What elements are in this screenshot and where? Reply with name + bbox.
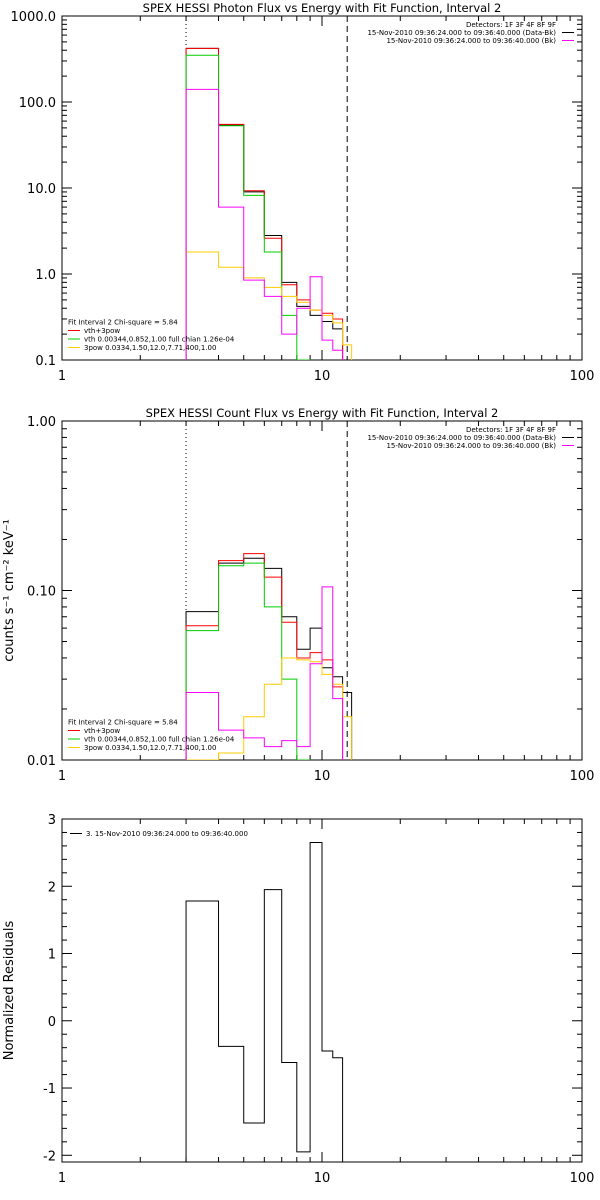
y-tick-label: 0.1 xyxy=(35,354,56,369)
legend-top-entry: 15-Nov-2010 09:36:24.000 to 09:36:40.000… xyxy=(386,442,556,450)
y-tick-label: -2 xyxy=(43,1149,56,1164)
series-2-line xyxy=(185,553,344,760)
series-2-line xyxy=(185,47,344,360)
y-tick-label: 100.0 xyxy=(19,96,56,111)
series-1-line xyxy=(185,842,344,1162)
data-layer xyxy=(185,553,353,760)
chart-title: SPEX HESSI Count Flux vs Energy with Fit… xyxy=(146,406,499,420)
y-tick-label: -1 xyxy=(43,1082,56,1097)
series-3-line xyxy=(185,54,311,360)
y-tick-label: 1.0 xyxy=(35,268,56,283)
chart-panel-3: 1 10 100 -2 -1 0 1 2 3 Normalized Residuals 3. 15-… xyxy=(2,813,594,1186)
x-tick-label: 10 xyxy=(314,1171,331,1186)
y-tick-label: 1.00 xyxy=(27,415,56,430)
x-tick-label: 100 xyxy=(570,769,595,784)
x-tick-label: 1 xyxy=(58,769,66,784)
data-layer xyxy=(185,47,353,360)
legend-bottom-entry: vth 0.00344,0.852,1.00 full chian 1.26e-… xyxy=(84,736,235,744)
legend-top-entry: 15-Nov-2010 09:36:24.000 to 09:36:40.000… xyxy=(386,37,556,45)
legend-bottom-entry: 3pow 0.0334,1.50,12.0,7.71,400,1.00 xyxy=(84,744,216,752)
y-tick-label: 0.01 xyxy=(27,754,56,769)
series-4-line xyxy=(185,657,353,760)
series-4-line xyxy=(185,251,353,360)
legend-bottom-entry: Fit Interval 2 Chi-square = 5.84 xyxy=(68,719,178,727)
x-tick-label: 1 xyxy=(58,369,66,384)
y-tick-label: 0.10 xyxy=(27,585,56,600)
series-1-line xyxy=(185,47,344,360)
legend-top-entry: Detectors: 1F 3F 4F 8F 9F xyxy=(466,426,556,434)
legend-top-entry: 15-Nov-2010 09:36:24.000 to 09:36:40.000… xyxy=(367,29,556,37)
legend-bottom-entry: Fit Interval 2 Chi-square = 5.84 xyxy=(68,319,178,327)
x-tick-label: 100 xyxy=(570,1171,595,1186)
x-tick-label: 10 xyxy=(314,769,331,784)
legend-top-entry: Detectors: 1F 3F 4F 8F 9F xyxy=(466,21,556,29)
series-5-line xyxy=(185,88,344,360)
y-tick-label: 0 xyxy=(48,1015,56,1030)
legend-bottom-entry: vth+3pow xyxy=(84,327,120,335)
y-tick-label: 10.0 xyxy=(27,182,56,197)
x-tick-label: 10 xyxy=(314,369,331,384)
x-tick-label: 100 xyxy=(570,369,595,384)
y-tick-label: 1 xyxy=(48,948,56,963)
y-axis-label: Normalized Residuals xyxy=(2,921,17,1061)
legend-bottom-entry: vth+3pow xyxy=(84,727,120,735)
x-tick-label: 1 xyxy=(58,1171,66,1186)
chart-panel-2: SPEX HESSI Count Flux vs Energy with Fit… xyxy=(2,406,594,784)
y-tick-label: 2 xyxy=(48,880,56,895)
y-tick-label: 1000.0 xyxy=(11,10,57,25)
legend-entry: 3. 15-Nov-2010 09:36:24.000 to 09:36:40.… xyxy=(86,830,248,838)
legend-bottom-entry: 3pow 0.0334,1.50,12.0,7.71,400,1.00 xyxy=(84,344,216,352)
y-tick-label: 3 xyxy=(48,813,56,828)
series-5-line xyxy=(185,586,344,760)
legend-top-entry: 15-Nov-2010 09:36:24.000 to 09:36:40.000… xyxy=(367,434,556,442)
chart-title: SPEX HESSI Photon Flux vs Energy with Fi… xyxy=(143,1,502,15)
y-axis-label: counts s⁻¹ cm⁻² keV⁻¹ xyxy=(2,519,17,662)
legend-bottom-entry: vth 0.00344,0.852,1.00 full chian 1.26e-… xyxy=(84,336,235,344)
series-1-line xyxy=(185,557,353,760)
data-layer xyxy=(185,842,344,1162)
chart-panel-1: SPEX HESSI Photon Flux vs Energy with Fi… xyxy=(11,1,595,384)
